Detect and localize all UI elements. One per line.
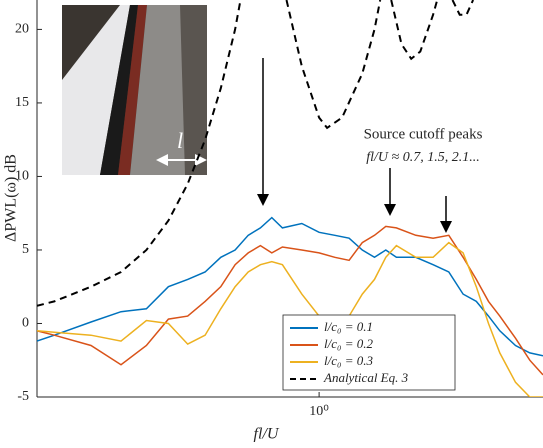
arrows bbox=[263, 58, 446, 230]
legend-label: l/c₀ = 0.3 bbox=[324, 353, 374, 368]
legend-label: Analytical Eq. 3 bbox=[323, 370, 409, 385]
annotation: Source cutoff peaks bbox=[364, 126, 483, 142]
y-tick-label: 15 bbox=[15, 95, 29, 110]
x-axis-label: fl/U bbox=[254, 426, 280, 443]
annotation: fl/U ≈ 0.7, 1.5, 2.1... bbox=[366, 150, 479, 165]
y-tick-label: 0 bbox=[22, 316, 29, 331]
y-axis-label: ΔPWL(ω) dB bbox=[3, 154, 20, 242]
y-tick-label: 10 bbox=[15, 169, 29, 184]
inset-label: l bbox=[177, 128, 183, 153]
y-tick-label: -5 bbox=[17, 389, 29, 404]
legend-label: l/c₀ = 0.2 bbox=[324, 336, 374, 351]
x-tick-label: 10⁰ bbox=[309, 404, 329, 419]
inset-photo: l bbox=[62, 5, 207, 175]
legend-label: l/c₀ = 0.1 bbox=[324, 319, 373, 334]
y-tick-label: 5 bbox=[22, 242, 29, 257]
y-tick-label: 20 bbox=[15, 22, 29, 37]
chart: l fl/U ΔPWL(ω) dB Source cutoff peaks fl… bbox=[0, 0, 543, 448]
